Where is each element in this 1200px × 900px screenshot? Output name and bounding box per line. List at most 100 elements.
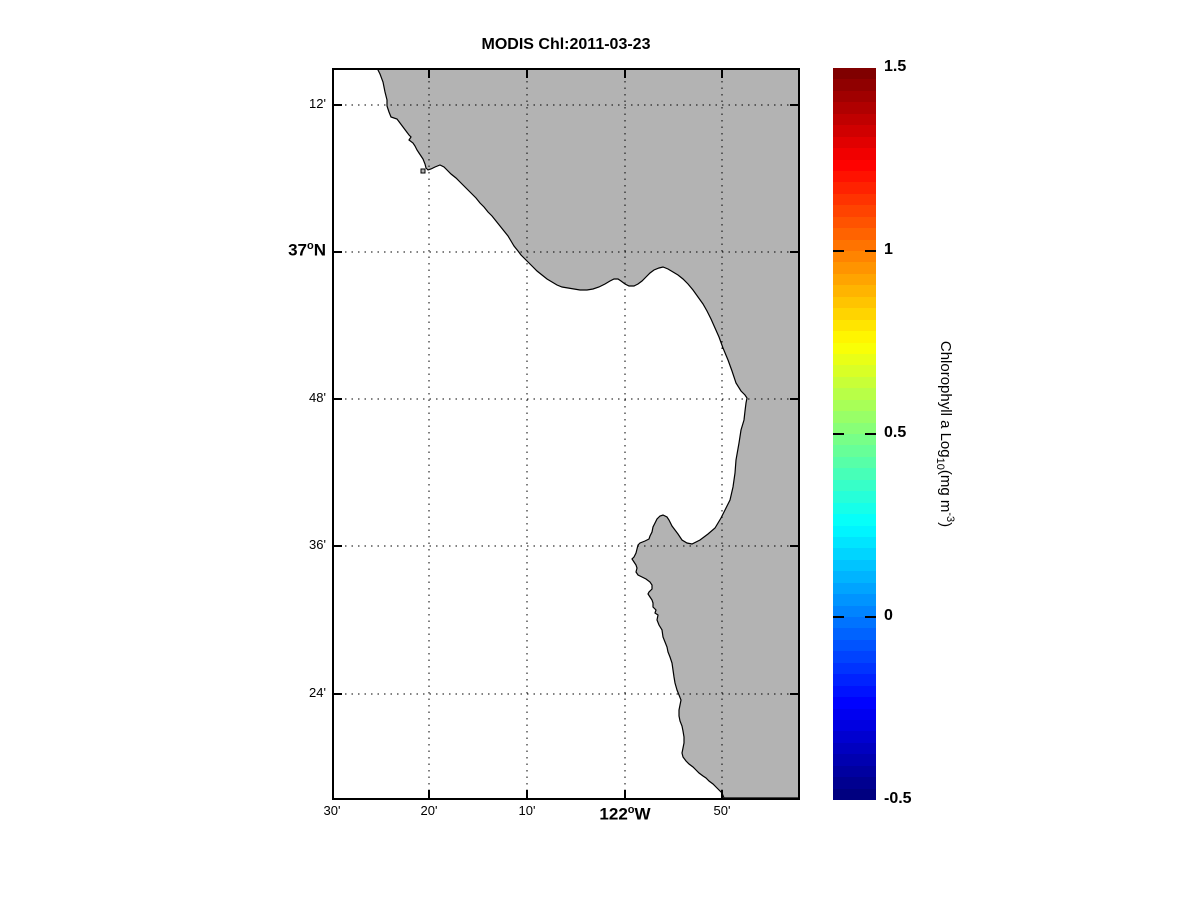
label-part: o [306, 240, 314, 252]
coastline-map [332, 67, 801, 800]
x-tick-label: 30' [323, 803, 341, 818]
colorbar-band [833, 434, 876, 446]
y-tick-label: 36' [309, 537, 326, 552]
colorbar-band [833, 193, 876, 206]
label-part: N [313, 240, 326, 260]
label-part: W [634, 804, 651, 824]
colorbar-tick-mark [865, 616, 876, 618]
colorbar-band [833, 411, 876, 423]
colorbar-band [833, 594, 876, 606]
colorbar-band [833, 125, 876, 137]
colorbar-band [833, 68, 876, 80]
colorbar [833, 68, 876, 800]
colorbar-band [833, 262, 876, 274]
colorbar-band [833, 582, 876, 595]
colorbar-band [833, 651, 876, 663]
colorbar-label-pre: Chlorophyll a Log [937, 340, 954, 458]
colorbar-tick-mark [833, 433, 844, 435]
label-part: o [627, 804, 635, 816]
colorbar-label-mid: (mg m [937, 469, 954, 513]
colorbar-band [833, 525, 876, 537]
colorbar-tick-label: -0.5 [884, 790, 912, 807]
colorbar-band [833, 273, 876, 286]
colorbar-band [833, 536, 876, 549]
colorbar-band [833, 548, 876, 560]
map-axes [332, 67, 801, 800]
colorbar-band [833, 708, 876, 720]
colorbar-tick-label: 1 [884, 241, 893, 258]
colorbar-band [833, 479, 876, 492]
colorbar-band [833, 136, 876, 149]
label-part: 122 [599, 804, 628, 824]
colorbar-band [833, 571, 876, 583]
colorbar-band [833, 388, 876, 400]
colorbar-tick-label: 0 [884, 607, 893, 624]
colorbar-band [833, 674, 876, 686]
colorbar-band [833, 685, 876, 698]
colorbar-band [833, 365, 876, 377]
colorbar-band [833, 251, 876, 263]
colorbar-label-sup: -3 [944, 512, 956, 523]
colorbar-band [833, 285, 876, 297]
colorbar-band [833, 239, 876, 251]
x-axis-label-longitude: 122oW [565, 804, 685, 825]
colorbar-band [833, 376, 876, 389]
colorbar-label-sub: 10 [934, 457, 946, 470]
colorbar-band [833, 456, 876, 469]
colorbar-band [833, 788, 876, 800]
colorbar-band [833, 731, 876, 743]
colorbar-axis-label: Chlorophyll a Log10(mg m-3) [934, 341, 956, 527]
colorbar-band [833, 308, 876, 320]
y-tick-label: 24' [309, 685, 326, 700]
colorbar-tick-mark [865, 433, 876, 435]
colorbar-band [833, 148, 876, 160]
colorbar-band [833, 605, 876, 617]
axes-border [332, 68, 800, 800]
colorbar-band [833, 639, 876, 652]
colorbar-band [833, 628, 876, 640]
colorbar-band [833, 742, 876, 755]
colorbar-band [833, 90, 876, 103]
colorbar-band [833, 422, 876, 434]
colorbar-band [833, 353, 876, 366]
colorbar-band [833, 159, 876, 171]
small-island [420, 168, 426, 174]
colorbar-band [833, 342, 876, 354]
colorbar-band [833, 754, 876, 766]
colorbar-band [833, 331, 876, 343]
colorbar-band [833, 445, 876, 457]
colorbar-band [833, 228, 876, 240]
colorbar-band [833, 182, 876, 194]
colorbar-band [833, 765, 876, 778]
colorbar-band [833, 559, 876, 572]
colorbar-band [833, 79, 876, 91]
colorbar-band [833, 491, 876, 503]
x-tick-label: 10' [518, 803, 536, 818]
colorbar-label-post: ) [937, 522, 954, 528]
colorbar-band [833, 113, 876, 126]
colorbar-tick-mark [833, 250, 844, 252]
colorbar-tick-mark [865, 250, 876, 252]
label-part: 37 [288, 240, 307, 260]
colorbar-band [833, 205, 876, 217]
colorbar-band [833, 662, 876, 675]
colorbar-band [833, 502, 876, 515]
land-polygon [376, 67, 801, 799]
colorbar-band [833, 216, 876, 229]
colorbar-tick-mark [833, 616, 844, 618]
y-tick-label: 12' [309, 96, 326, 111]
colorbar-band [833, 170, 876, 183]
plot-title: MODIS Chl:2011-03-23 [481, 36, 651, 53]
y-tick-label: 48' [309, 390, 326, 405]
colorbar-band [833, 777, 876, 789]
colorbar-band [833, 514, 876, 526]
colorbar-band [833, 399, 876, 412]
y-axis-label-latitude: 37oN [234, 240, 326, 261]
colorbar-band [833, 102, 876, 114]
colorbar-tick-label: 0.5 [884, 424, 907, 441]
x-tick-label: 50' [713, 803, 731, 818]
x-tick-label: 20' [420, 803, 438, 818]
colorbar-band [833, 697, 876, 709]
colorbar-band [833, 296, 876, 309]
